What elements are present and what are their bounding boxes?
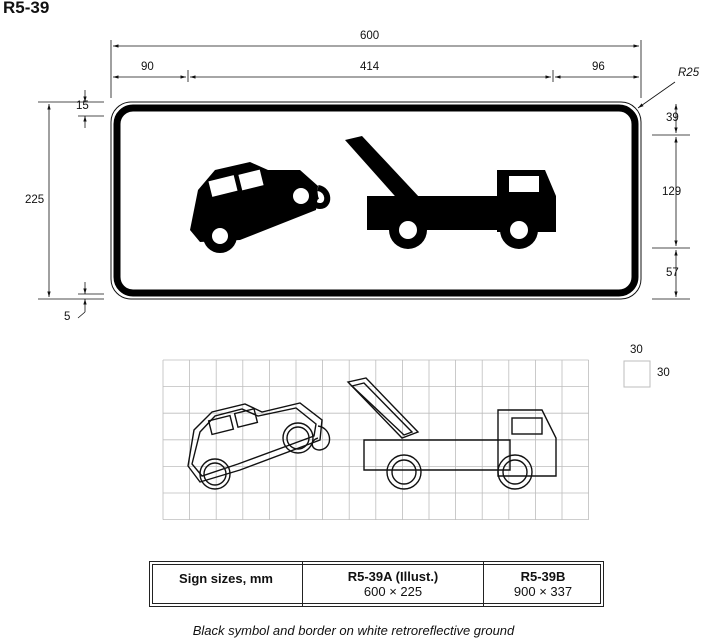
dim-total-height: 225 — [25, 194, 45, 206]
layout-grid — [162, 359, 589, 520]
sign-code: R5-39 — [3, 0, 50, 17]
grid-scale-width: 30 — [630, 344, 643, 356]
grid-scale-height: 30 — [657, 367, 670, 379]
tow-away-outline-symbol — [187, 377, 557, 490]
dim-leader-radius — [637, 81, 676, 109]
size-a-title: R5-39A (Illust.) — [347, 569, 439, 584]
size-a-value: 600 × 225 — [363, 584, 423, 599]
size-a-cell: R5-39A (Illust.) 600 × 225 — [303, 562, 484, 606]
sizes-header-cell: Sign sizes, mm — [150, 562, 303, 606]
dim-middle: 414 — [360, 61, 380, 73]
grid-scale-square — [623, 360, 651, 388]
size-b-value: 900 × 337 — [513, 584, 573, 599]
size-b-cell: R5-39B 900 × 337 — [484, 562, 602, 606]
dim-right-bottom: 57 — [666, 267, 679, 279]
size-b-title: R5-39B — [520, 569, 566, 584]
dim-corner-radius: R25 — [678, 67, 700, 79]
dim-leader-5 — [77, 311, 86, 319]
dim-top-border: 15 — [76, 100, 89, 112]
sizes-header: Sign sizes, mm — [179, 570, 273, 586]
dim-right: 96 — [592, 61, 605, 73]
dim-right-top: 39 — [666, 112, 679, 124]
dim-left: 90 — [141, 61, 154, 73]
tow-away-symbol — [190, 136, 556, 253]
caption: Black symbol and border on white retrore… — [192, 623, 515, 638]
dim-total-width: 600 — [360, 30, 380, 42]
sign-sizes-table: Sign sizes, mm R5-39A (Illust.) 600 × 22… — [149, 561, 604, 607]
dim-right-middle: 129 — [662, 186, 682, 198]
dim-bottom-offset: 5 — [64, 311, 71, 323]
